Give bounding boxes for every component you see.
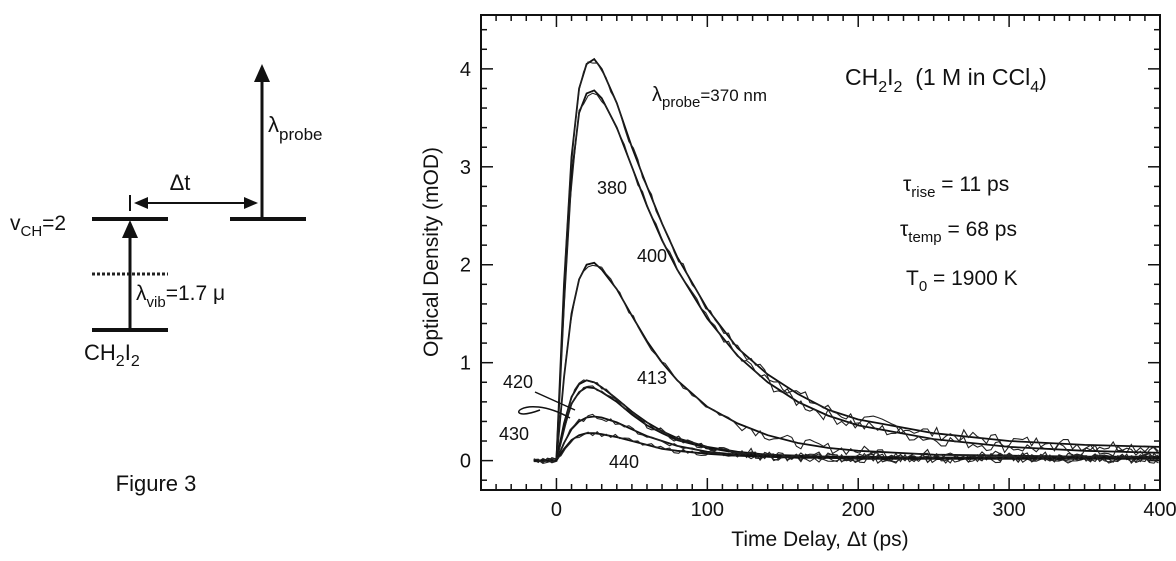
probe-arrowhead [254, 64, 270, 82]
x-tick-label: 200 [842, 499, 875, 521]
y-tick-label: 0 [460, 451, 471, 473]
x-tick-label: 400 [1143, 499, 1176, 521]
y-tick-label: 3 [460, 157, 471, 179]
series-trace-440 [533, 430, 1159, 464]
series-label-430: 430 [499, 424, 529, 444]
vib-arrowhead [122, 220, 138, 238]
series-label-420: 420 [503, 372, 533, 392]
probe-wavelength-annotation: λprobe=370 nm [652, 84, 767, 111]
series-trace-400 [533, 264, 1159, 464]
vch-level-label: vCH=2 [10, 212, 66, 240]
series-trace-380 [533, 92, 1159, 463]
y-tick-label: 4 [460, 59, 471, 81]
series-label-400: 400 [637, 246, 667, 266]
t0-annotation: T0 = 1900 K [906, 267, 1018, 295]
od-chart: 0 100 200 300 400 0 1 2 3 4 380 400 413 420 430 440 T… [420, 14, 1176, 551]
series-fit-440 [533, 432, 1160, 462]
plot-frame [480, 14, 1161, 491]
chart-title: CH2I2 (1 M in CCl4) [845, 64, 1047, 96]
series-fit-380 [533, 89, 1161, 462]
series-fit-370 [533, 57, 1161, 462]
label-420-leader [534, 391, 576, 411]
series-trace-420 [533, 385, 1159, 464]
series-label-380: 380 [597, 178, 627, 198]
series-label-440: 440 [609, 452, 639, 472]
x-tick-label: 100 [691, 499, 724, 521]
y-axis-label: Optical Density (mOD) [420, 147, 443, 357]
energy-level-diagram: Δt λprobe vCH=2 λvib=1.7 μ CH2I2 Figure … [10, 64, 322, 496]
label-430-leader [518, 406, 571, 419]
x-tick-label: 0 [551, 499, 562, 521]
molecule-label: CH2I2 [84, 340, 140, 370]
series-trace-370 [533, 61, 1159, 464]
delta-t-arrowhead-left [134, 197, 148, 209]
probe-lambda-label: λprobe [268, 112, 322, 144]
y-tick-label: 1 [460, 353, 471, 375]
x-axis-label: Time Delay, Δt (ps) [731, 528, 908, 551]
y-tick-label: 2 [460, 255, 471, 277]
vib-lambda-label: λvib=1.7 μ [136, 282, 225, 311]
tau-temp-annotation: τtemp = 68 ps [900, 218, 1017, 246]
series-lines [533, 57, 1161, 464]
figure-caption: Figure 3 [116, 471, 197, 496]
delta-t-arrowhead-right [244, 197, 258, 209]
tau-rise-annotation: τrise = 11 ps [903, 173, 1009, 201]
series-label-413: 413 [637, 368, 667, 388]
series-labels: 380 400 413 420 430 440 [499, 178, 667, 472]
series-fit-400 [533, 261, 1160, 462]
x-tick-labels: 0 100 200 300 400 [551, 499, 1176, 521]
x-tick-label: 300 [992, 499, 1025, 521]
delta-t-label: Δt [170, 170, 191, 195]
y-tick-labels: 0 1 2 3 4 [460, 59, 471, 473]
axis-ticks [480, 15, 1161, 490]
